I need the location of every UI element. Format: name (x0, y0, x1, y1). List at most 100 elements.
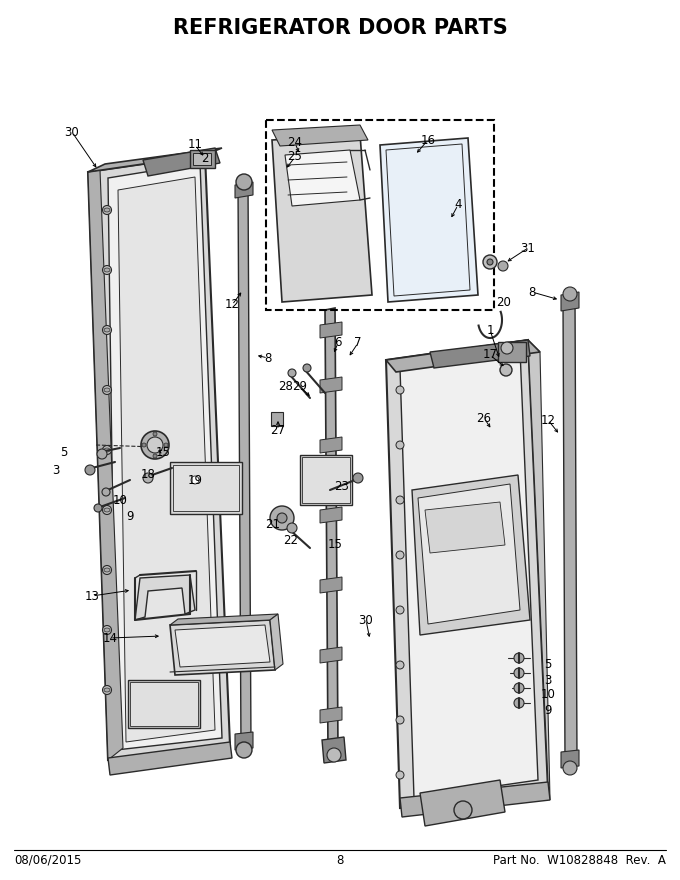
Circle shape (191, 476, 199, 484)
Circle shape (303, 364, 311, 372)
Bar (190, 150, 215, 168)
Circle shape (396, 716, 404, 724)
Circle shape (103, 445, 112, 454)
Polygon shape (108, 163, 222, 750)
Polygon shape (561, 750, 579, 768)
Polygon shape (118, 177, 215, 742)
Polygon shape (320, 647, 342, 663)
Text: 22: 22 (284, 533, 299, 546)
Circle shape (85, 465, 95, 475)
Circle shape (500, 364, 512, 376)
Polygon shape (88, 155, 230, 760)
Text: 08/06/2015: 08/06/2015 (14, 854, 82, 867)
Ellipse shape (104, 508, 110, 512)
Text: 30: 30 (358, 613, 373, 627)
Text: 30: 30 (65, 126, 80, 138)
Text: 25: 25 (288, 150, 303, 164)
Polygon shape (320, 577, 342, 593)
Polygon shape (320, 322, 342, 338)
Text: 12: 12 (224, 298, 239, 312)
Polygon shape (285, 150, 360, 206)
Circle shape (396, 386, 404, 394)
Circle shape (236, 742, 252, 758)
Bar (300, 455, 352, 505)
Circle shape (153, 454, 157, 458)
Circle shape (487, 259, 493, 265)
Polygon shape (272, 125, 368, 146)
Text: 13: 13 (84, 590, 99, 603)
Text: 17: 17 (483, 348, 498, 362)
Circle shape (141, 431, 169, 459)
Circle shape (454, 801, 472, 819)
Text: 15: 15 (156, 445, 171, 458)
Circle shape (236, 174, 252, 190)
Bar (302, 457, 350, 503)
Ellipse shape (104, 328, 110, 332)
Polygon shape (270, 614, 283, 670)
Bar (173, 465, 239, 511)
Polygon shape (235, 182, 253, 198)
Polygon shape (380, 138, 478, 302)
Circle shape (396, 661, 404, 669)
Polygon shape (175, 625, 270, 667)
Ellipse shape (104, 568, 110, 572)
Text: 31: 31 (521, 241, 535, 254)
Polygon shape (320, 437, 342, 453)
Bar (170, 462, 242, 514)
Circle shape (288, 369, 296, 377)
Text: 19: 19 (188, 474, 203, 488)
Bar (193, 153, 211, 165)
Circle shape (270, 506, 294, 530)
Polygon shape (238, 183, 251, 748)
Text: 3: 3 (544, 673, 551, 686)
Text: 1: 1 (486, 324, 494, 336)
Polygon shape (320, 507, 342, 523)
Circle shape (353, 473, 363, 483)
Circle shape (153, 432, 157, 436)
Polygon shape (425, 502, 505, 553)
Circle shape (287, 523, 297, 533)
Text: 14: 14 (103, 632, 118, 644)
Polygon shape (322, 737, 346, 763)
Text: REFRIGERATOR DOOR PARTS: REFRIGERATOR DOOR PARTS (173, 18, 507, 38)
Circle shape (103, 266, 112, 275)
Circle shape (396, 496, 404, 504)
Text: 3: 3 (52, 464, 60, 476)
Circle shape (396, 606, 404, 614)
Text: 5: 5 (61, 445, 68, 458)
Text: 29: 29 (292, 380, 307, 393)
Circle shape (396, 771, 404, 779)
Text: 16: 16 (420, 134, 435, 146)
Text: 20: 20 (496, 296, 511, 309)
Text: 24: 24 (288, 136, 303, 150)
Ellipse shape (104, 268, 110, 272)
Circle shape (563, 287, 577, 301)
Circle shape (103, 566, 112, 575)
Text: 5: 5 (544, 658, 551, 671)
Polygon shape (272, 134, 372, 302)
Polygon shape (170, 614, 278, 625)
Circle shape (164, 443, 168, 447)
Text: 2: 2 (201, 151, 209, 165)
Circle shape (102, 488, 110, 496)
Text: 28: 28 (279, 380, 294, 393)
Circle shape (483, 255, 497, 269)
Circle shape (396, 441, 404, 449)
Circle shape (103, 626, 112, 634)
Ellipse shape (104, 628, 110, 632)
Bar (130, 682, 198, 726)
Text: 23: 23 (335, 480, 350, 494)
Circle shape (103, 686, 112, 694)
Bar (271, 412, 283, 426)
Polygon shape (430, 340, 530, 368)
Text: 9: 9 (544, 703, 551, 716)
Circle shape (396, 551, 404, 559)
Polygon shape (143, 148, 220, 176)
Circle shape (142, 443, 146, 447)
Text: 27: 27 (271, 423, 286, 436)
Polygon shape (400, 350, 538, 798)
Text: Part No.  W10828848  Rev.  A: Part No. W10828848 Rev. A (493, 854, 666, 867)
Polygon shape (135, 575, 195, 620)
Text: 8: 8 (528, 285, 536, 298)
Circle shape (103, 385, 112, 394)
